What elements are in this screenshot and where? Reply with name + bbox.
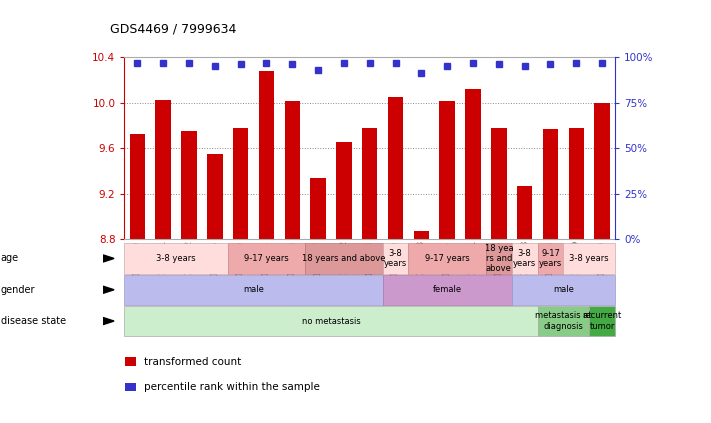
Bar [284, 102, 300, 239]
Bar [414, 231, 429, 239]
Bar [542, 129, 558, 239]
Text: 3-8
years: 3-8 years [384, 249, 407, 268]
Bar [233, 128, 248, 239]
Bar [125, 357, 136, 366]
Text: male: male [553, 285, 574, 294]
Text: male: male [243, 285, 264, 294]
Polygon shape [103, 318, 114, 324]
Bar [207, 154, 223, 239]
Text: 3-8 years: 3-8 years [156, 254, 196, 263]
Bar [465, 89, 481, 239]
Text: percentile rank within the sample: percentile rank within the sample [144, 382, 320, 392]
Bar [336, 143, 352, 239]
Bar [517, 186, 533, 239]
Text: 3-8
years: 3-8 years [513, 249, 536, 268]
Bar [129, 135, 145, 239]
Bar [181, 131, 197, 239]
Polygon shape [103, 286, 114, 293]
Text: female: female [432, 285, 461, 294]
Text: recurrent
tumor: recurrent tumor [582, 311, 621, 331]
Bar [491, 128, 506, 239]
Bar [259, 71, 274, 239]
Text: 18 yea
rs and
above: 18 yea rs and above [484, 244, 513, 273]
Bar [362, 128, 378, 239]
Bar [387, 97, 403, 239]
Text: 9-17 years: 9-17 years [244, 254, 289, 263]
Polygon shape [103, 255, 114, 262]
Text: 9-17 years: 9-17 years [424, 254, 469, 263]
Bar [156, 100, 171, 239]
Text: GDS4469 / 7999634: GDS4469 / 7999634 [110, 23, 237, 36]
Text: gender: gender [1, 285, 36, 295]
Bar [569, 128, 584, 239]
Bar [594, 103, 610, 239]
Text: no metastasis: no metastasis [301, 316, 360, 326]
Text: transformed count: transformed count [144, 357, 242, 367]
Text: age: age [1, 253, 18, 264]
Bar [439, 102, 455, 239]
Text: 9-17
years: 9-17 years [539, 249, 562, 268]
Bar [310, 178, 326, 239]
Text: 18 years and above: 18 years and above [302, 254, 385, 263]
Text: metastasis at
diagnosis: metastasis at diagnosis [535, 311, 592, 331]
Text: 3-8 years: 3-8 years [570, 254, 609, 263]
Bar [125, 383, 136, 391]
Text: disease state: disease state [1, 316, 66, 326]
